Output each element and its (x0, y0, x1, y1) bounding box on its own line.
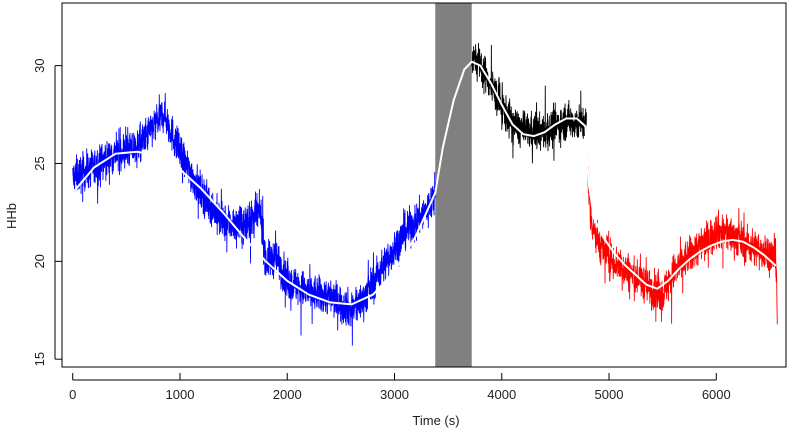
smoothed-fit-4 (434, 60, 587, 194)
noisy-series-1 (471, 42, 587, 164)
x-tick-label-1000: 1000 (166, 387, 195, 402)
y-tick-label-15: 15 (32, 352, 47, 366)
x-tick-label-2000: 2000 (273, 387, 302, 402)
y-tick-label-20: 20 (32, 254, 47, 268)
smoothed-fit-3 (71, 150, 437, 306)
x-tick-label-4000: 4000 (487, 387, 516, 402)
shaded-interval-layer (435, 3, 472, 367)
y-tick-label-30: 30 (32, 58, 47, 72)
shaded-interval (435, 3, 472, 367)
x-tick-label-0: 0 (69, 387, 76, 402)
plot-frame (61, 2, 787, 368)
y-tick-label-25: 25 (32, 156, 47, 170)
noisy-series-0 (72, 92, 436, 346)
x-tick-label-6000: 6000 (702, 387, 731, 402)
x-axis-label: Time (s) (412, 413, 459, 428)
noisy-series-2 (586, 140, 778, 325)
y-axis-label: HHb (4, 203, 19, 229)
x-tick-label-5000: 5000 (595, 387, 624, 402)
smoothed-fit-5 (584, 125, 777, 290)
x-tick-label-3000: 3000 (380, 387, 409, 402)
series-layer (71, 42, 778, 346)
axes-layer: 0 1000 2000 3000 4000 5000 6000 15 20 25 30 (32, 2, 787, 402)
